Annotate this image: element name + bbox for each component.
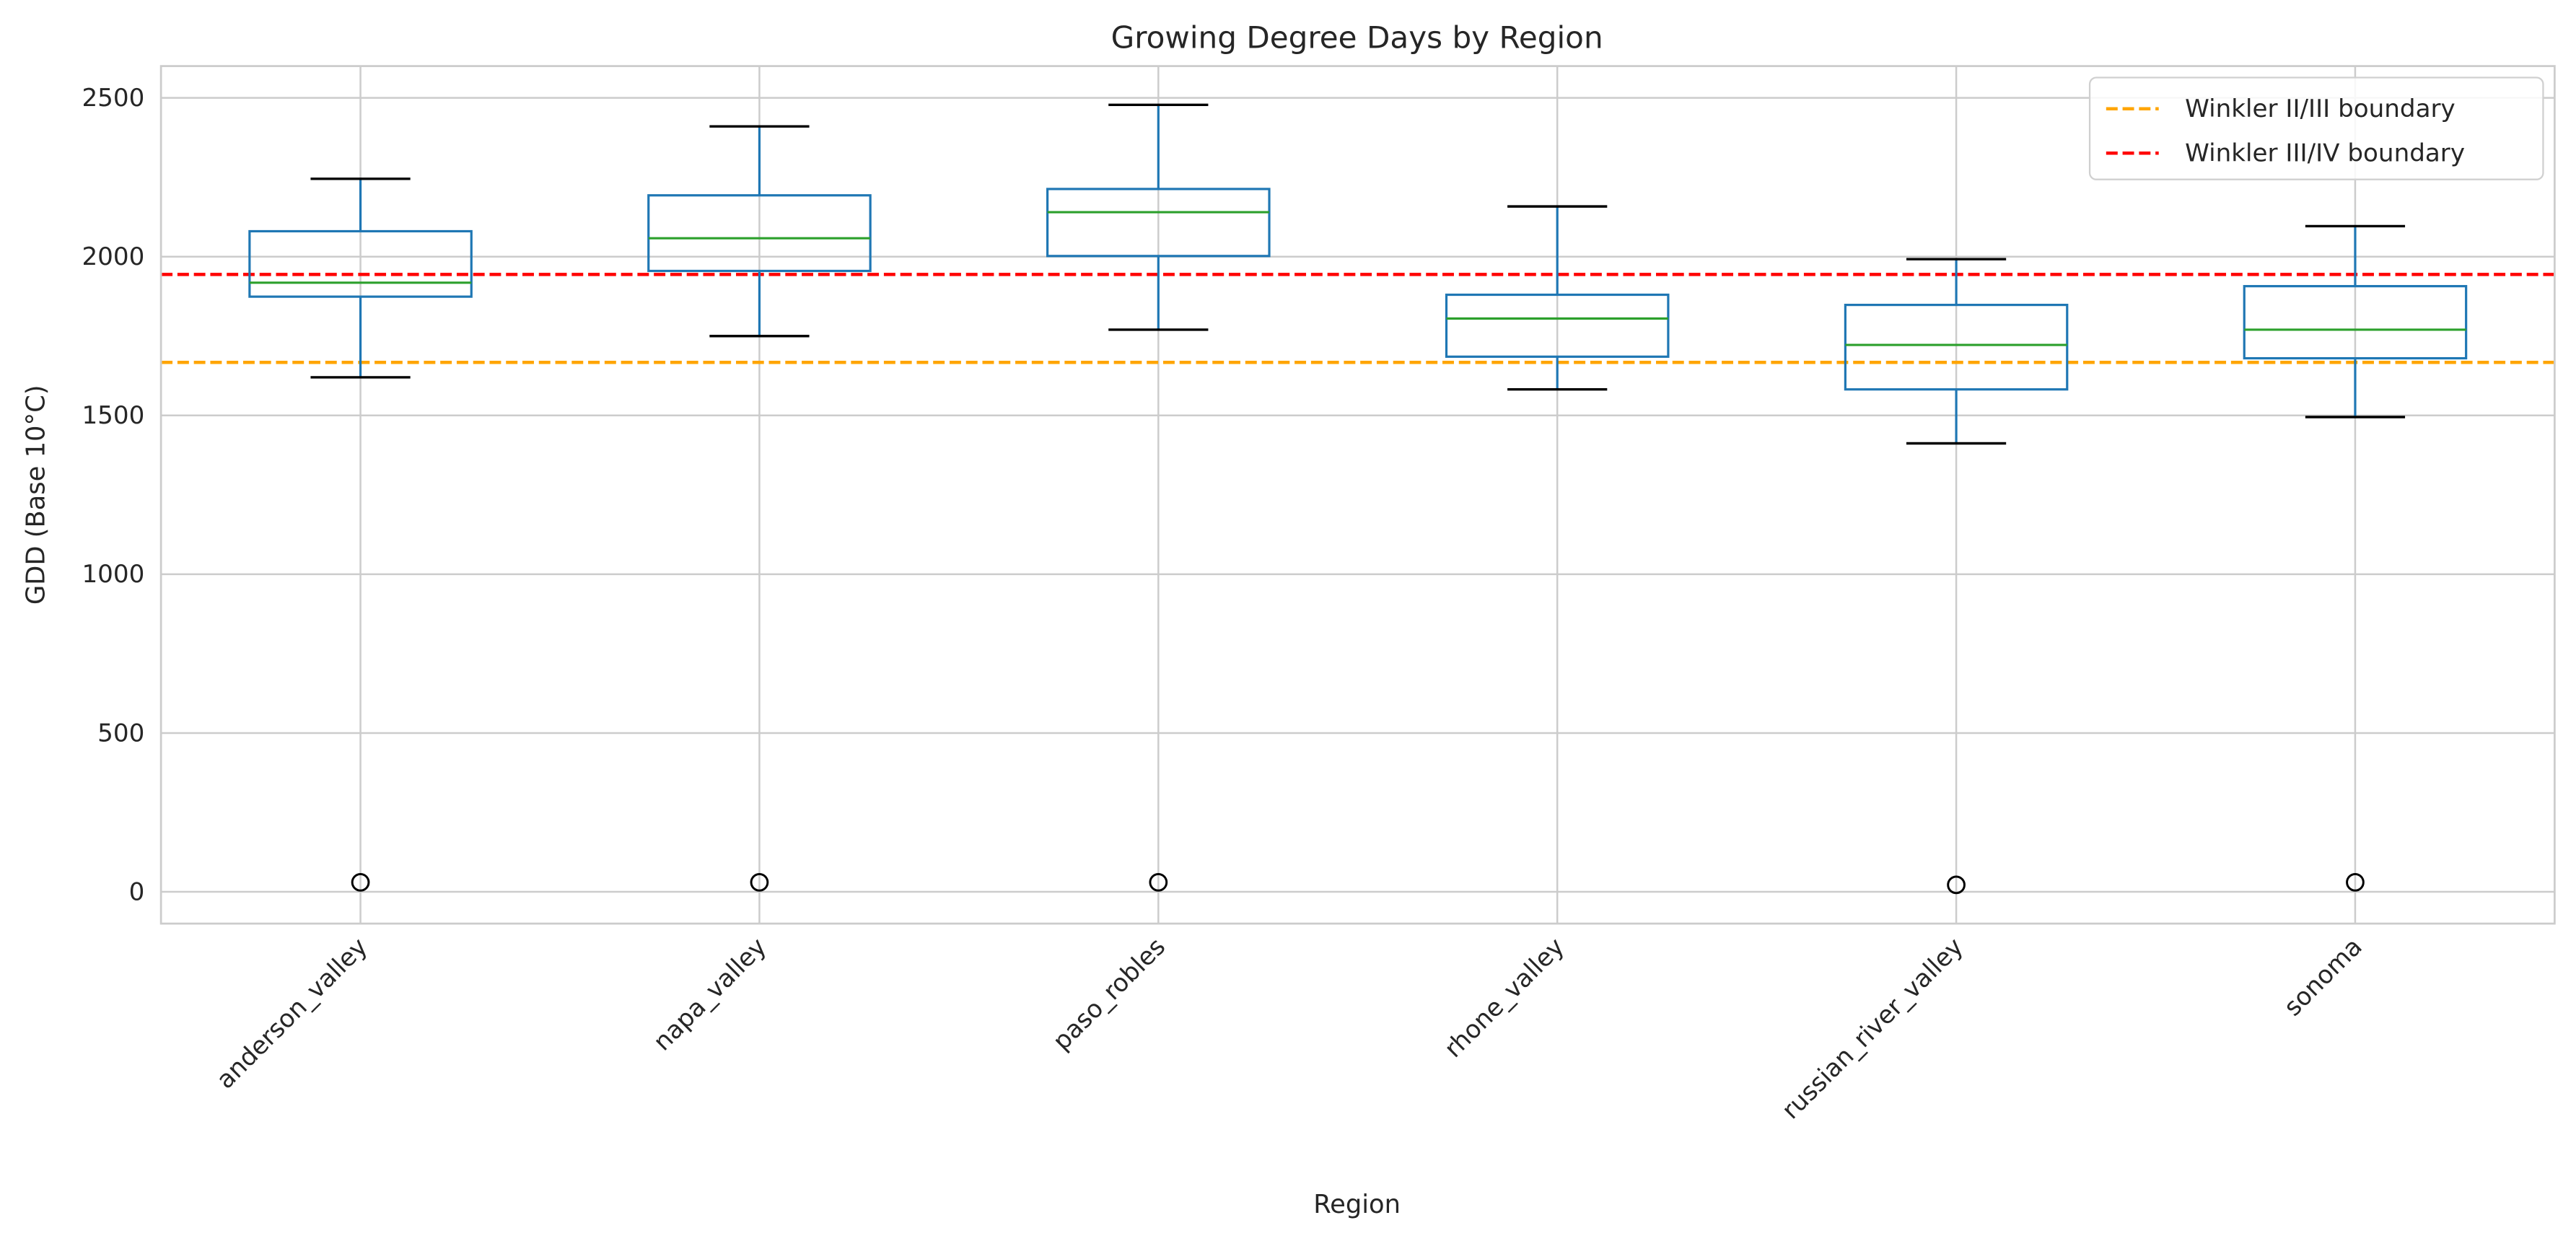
outlier-point bbox=[1149, 872, 1168, 892]
box-iqr bbox=[647, 194, 872, 273]
outlier-point bbox=[750, 872, 769, 892]
y-tick-label: 1000 bbox=[82, 560, 144, 589]
box-russian_river_valley bbox=[1844, 258, 2069, 895]
box-paso_robles bbox=[1046, 103, 1271, 892]
chart-title: Growing Degree Days by Region bbox=[1111, 20, 1603, 56]
legend: Winkler II/III boundary Winkler III/IV bo… bbox=[2088, 76, 2544, 180]
box-iqr bbox=[2243, 285, 2468, 360]
y-tick-label: 2000 bbox=[82, 242, 144, 271]
y-tick-labels: 0 500 1000 1500 2000 2500 bbox=[82, 84, 144, 906]
box-iqr bbox=[1445, 293, 1670, 358]
boxes bbox=[248, 103, 2468, 895]
x-axis-label: Region bbox=[1313, 1190, 1401, 1219]
box-iqr bbox=[1046, 188, 1271, 258]
box-iqr bbox=[1844, 304, 2069, 391]
y-tick-label: 0 bbox=[129, 877, 145, 906]
box-iqr bbox=[248, 229, 473, 298]
outlier-point bbox=[1947, 875, 1966, 895]
y-axis-label: GDD (Base 10°C) bbox=[21, 385, 51, 605]
y-tick-label: 2500 bbox=[82, 84, 144, 113]
y-tick-label: 1500 bbox=[82, 401, 144, 430]
plot-frame bbox=[159, 65, 2556, 925]
box-anderson_valley bbox=[248, 177, 473, 892]
legend-label: Winkler III/IV boundary bbox=[2185, 139, 2465, 168]
box-napa_valley bbox=[647, 125, 872, 892]
y-tick-label: 500 bbox=[97, 719, 144, 747]
reference-lines bbox=[161, 273, 2555, 364]
box-sonoma bbox=[2243, 224, 2468, 892]
outlier-point bbox=[351, 872, 370, 892]
grid bbox=[161, 66, 2555, 924]
legend-label: Winkler II/III boundary bbox=[2185, 95, 2455, 123]
box-rhone_valley bbox=[1445, 205, 1670, 391]
outlier-point bbox=[2346, 872, 2365, 892]
legend-frame bbox=[2088, 76, 2544, 180]
